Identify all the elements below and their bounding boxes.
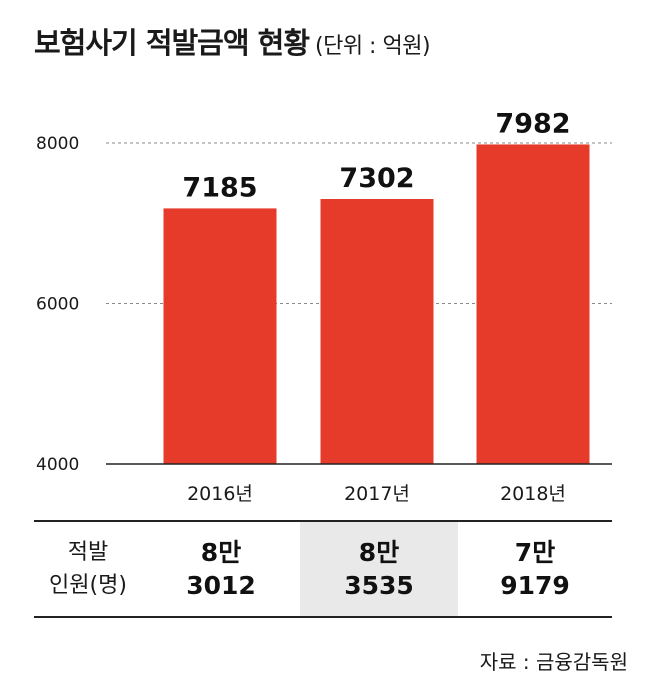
y-tick-label: 8000 <box>36 134 79 154</box>
table-cell-2018: 7만 9179 <box>458 522 612 616</box>
x-tick-label: 2016년 <box>187 483 253 505</box>
y-tick-label: 4000 <box>36 455 79 475</box>
data-label: 7982 <box>495 108 570 139</box>
table-cell-line2: 3012 <box>186 571 256 600</box>
detection-count-table: 적발 인원(명) 8만 3012 8만 3535 7만 9179 <box>34 520 612 618</box>
y-tick-label: 6000 <box>36 295 79 315</box>
x-tick-label: 2018년 <box>500 483 566 505</box>
chart-title: 보험사기 적발금액 현황 <box>34 26 310 60</box>
table-header-cell: 적발 인원(명) <box>34 522 142 616</box>
data-label: 7185 <box>182 172 257 203</box>
bar <box>476 144 590 464</box>
table-cell-2017: 8만 3535 <box>300 522 458 616</box>
bar <box>163 208 277 464</box>
unit-label: (단위 : 억원) <box>315 34 431 59</box>
source-note: 자료 : 금융감독원 <box>479 650 628 674</box>
table-cell-line1: 8만 <box>200 538 242 567</box>
x-tick-label: 2017년 <box>344 483 410 505</box>
table-cell-line1: 7만 <box>514 538 556 567</box>
chart-title-row: 보험사기 적발금액 현황 (단위 : 억원) <box>34 20 431 62</box>
table-cell-line2: 9179 <box>500 571 570 600</box>
table-header-line2: 인원(명) <box>49 573 127 598</box>
table-cell-line1: 8만 <box>358 538 400 567</box>
table-header-line1: 적발 <box>67 540 109 565</box>
table-cell-line2: 3535 <box>344 571 414 600</box>
bar-chart: 4000 6000 8000 7185 2016년 7302 2017년 7982 2018년 <box>36 108 612 505</box>
data-label: 7302 <box>339 163 414 194</box>
table-cell-2016: 8만 3012 <box>142 522 300 616</box>
bar <box>320 199 434 464</box>
